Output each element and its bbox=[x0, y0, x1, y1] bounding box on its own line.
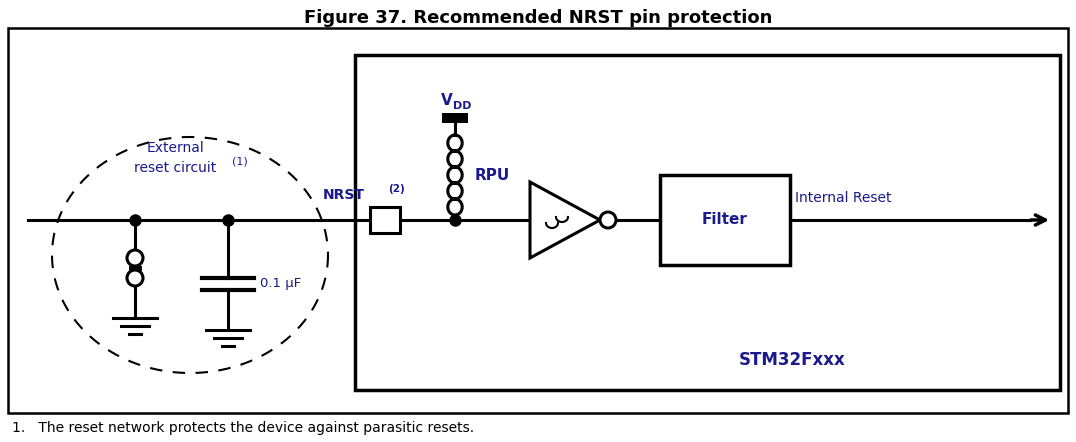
Text: RPU: RPU bbox=[475, 168, 510, 183]
Text: STM32Fxxx: STM32Fxxx bbox=[739, 351, 846, 369]
Text: Filter: Filter bbox=[702, 213, 748, 228]
Bar bbox=[442, 113, 468, 123]
Text: (2): (2) bbox=[388, 184, 405, 194]
Bar bbox=[370, 207, 400, 233]
Circle shape bbox=[127, 270, 143, 286]
Polygon shape bbox=[530, 182, 600, 258]
Circle shape bbox=[127, 250, 143, 266]
Bar bbox=[355, 55, 1060, 390]
Bar bbox=[8, 28, 1068, 413]
Text: V: V bbox=[441, 93, 453, 108]
Text: 0.1 μF: 0.1 μF bbox=[260, 278, 301, 290]
Text: reset circuit: reset circuit bbox=[133, 161, 216, 175]
Text: NRST: NRST bbox=[323, 188, 365, 202]
Circle shape bbox=[600, 212, 615, 228]
Text: External: External bbox=[146, 141, 203, 155]
Text: Internal Reset: Internal Reset bbox=[795, 191, 892, 205]
Bar bbox=[660, 175, 790, 265]
Text: DD: DD bbox=[453, 101, 471, 111]
Text: 1.   The reset network protects the device against parasitic resets.: 1. The reset network protects the device… bbox=[12, 421, 475, 435]
Text: (1): (1) bbox=[232, 157, 247, 167]
Text: Figure 37. Recommended NRST pin protection: Figure 37. Recommended NRST pin protecti… bbox=[303, 9, 773, 27]
